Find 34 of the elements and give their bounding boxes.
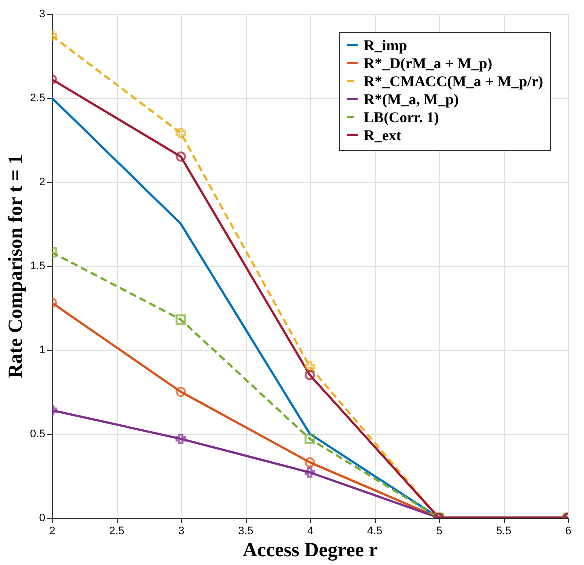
point [176,434,186,444]
legend-label: LB(Corr. 1) [364,110,440,126]
point [304,434,316,444]
y-tick-label: 1.5 [30,260,46,272]
point [176,128,186,138]
legend-label: R*_D(rM_a + M_p) [364,56,493,72]
x-tick-label: 5 [436,526,443,538]
y-tick-label: 2.5 [30,92,46,104]
point [176,386,186,398]
y-tick-label: 3 [39,8,46,20]
y-tick-label: 0 [39,512,46,524]
x-tick-label: 3 [178,526,185,538]
y-tick-label: 0.5 [30,428,46,440]
y-axis-title: Rate Comparison for t = 1 [5,154,28,378]
x-tick-label: 2.5 [109,526,125,538]
point [176,314,186,325]
y-tick-label: 2 [39,176,46,188]
legend-label: R*_CMACC(M_a + M_p/r) [364,74,544,90]
x-tick-label: 2 [49,526,56,538]
x-tick-label: 6 [565,526,572,538]
legend-label: R*(M_a, M_p) [364,92,459,108]
x-tick-label: 5.5 [496,526,512,538]
y-tick-label: 1 [39,344,46,356]
point [304,457,316,468]
x-axis-title: Access Degree r [242,540,378,562]
x-tick-label: 3.5 [238,526,254,538]
legend-label: R_imp [364,38,408,54]
point [176,152,186,162]
legend-label: R_ext [364,128,402,144]
point [304,370,316,380]
x-tick-label: 4 [307,526,314,538]
point [304,467,316,478]
x-tick-label: 4.5 [367,526,383,538]
point [304,362,316,372]
